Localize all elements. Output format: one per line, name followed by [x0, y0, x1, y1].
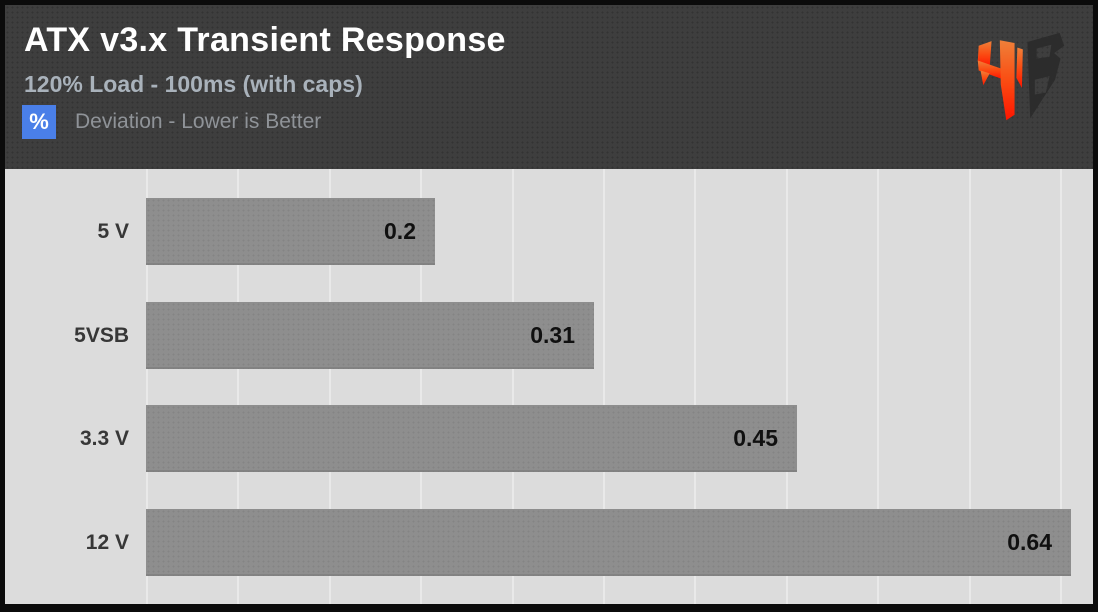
- chart-title: ATX v3.x Transient Response: [24, 21, 506, 59]
- chart-header: ATX v3.x Transient Response 120% Load - …: [5, 5, 1093, 169]
- bar: 0.31: [146, 302, 594, 369]
- category-label: 5VSB: [74, 323, 129, 347]
- bar-row: 5VSB 0.31: [5, 302, 1093, 369]
- gridline: [420, 169, 422, 604]
- bar-row: 5 V 0.2: [5, 198, 1093, 265]
- lower-is-better-note: Deviation - Lower is Better: [75, 110, 322, 133]
- gridline: [877, 169, 879, 604]
- logo-h-glyph: [977, 40, 1023, 121]
- bar-value-label: 0.45: [733, 425, 778, 451]
- gridline: [329, 169, 331, 604]
- percent-unit-badge: %: [22, 105, 56, 139]
- hardware-busters-logo: [977, 32, 1065, 121]
- category-label: 12 V: [85, 530, 129, 554]
- bar-row: 12 V 0.64: [5, 509, 1093, 576]
- gridline: [1060, 169, 1062, 604]
- gridline: [694, 169, 696, 604]
- chart-subtitle: 120% Load - 100ms (with caps): [24, 71, 363, 97]
- bar-row: 3.3 V 0.45: [5, 405, 1093, 472]
- gridline: [969, 169, 971, 604]
- bar-value-label: 0.31: [530, 322, 575, 348]
- bar-value-label: 0.2: [384, 218, 416, 244]
- category-label: 3.3 V: [79, 426, 129, 450]
- gridline: [512, 169, 514, 604]
- bar: 0.64: [146, 509, 1071, 576]
- gridline: [146, 169, 148, 604]
- logo-b-glyph: [1027, 32, 1065, 119]
- gridline: [786, 169, 788, 604]
- plot-area: 5 V 0.2 5VSB 0.31 3.3 V 0.45 12 V 0.64: [5, 169, 1093, 604]
- gridline: [603, 169, 605, 604]
- bar: 0.2: [146, 198, 435, 265]
- category-label: 5 V: [97, 219, 129, 243]
- bar: 0.45: [146, 405, 797, 472]
- metric-legend-row: % Deviation - Lower is Better: [22, 105, 321, 139]
- gridline: [237, 169, 239, 604]
- bar-value-label: 0.64: [1007, 529, 1052, 555]
